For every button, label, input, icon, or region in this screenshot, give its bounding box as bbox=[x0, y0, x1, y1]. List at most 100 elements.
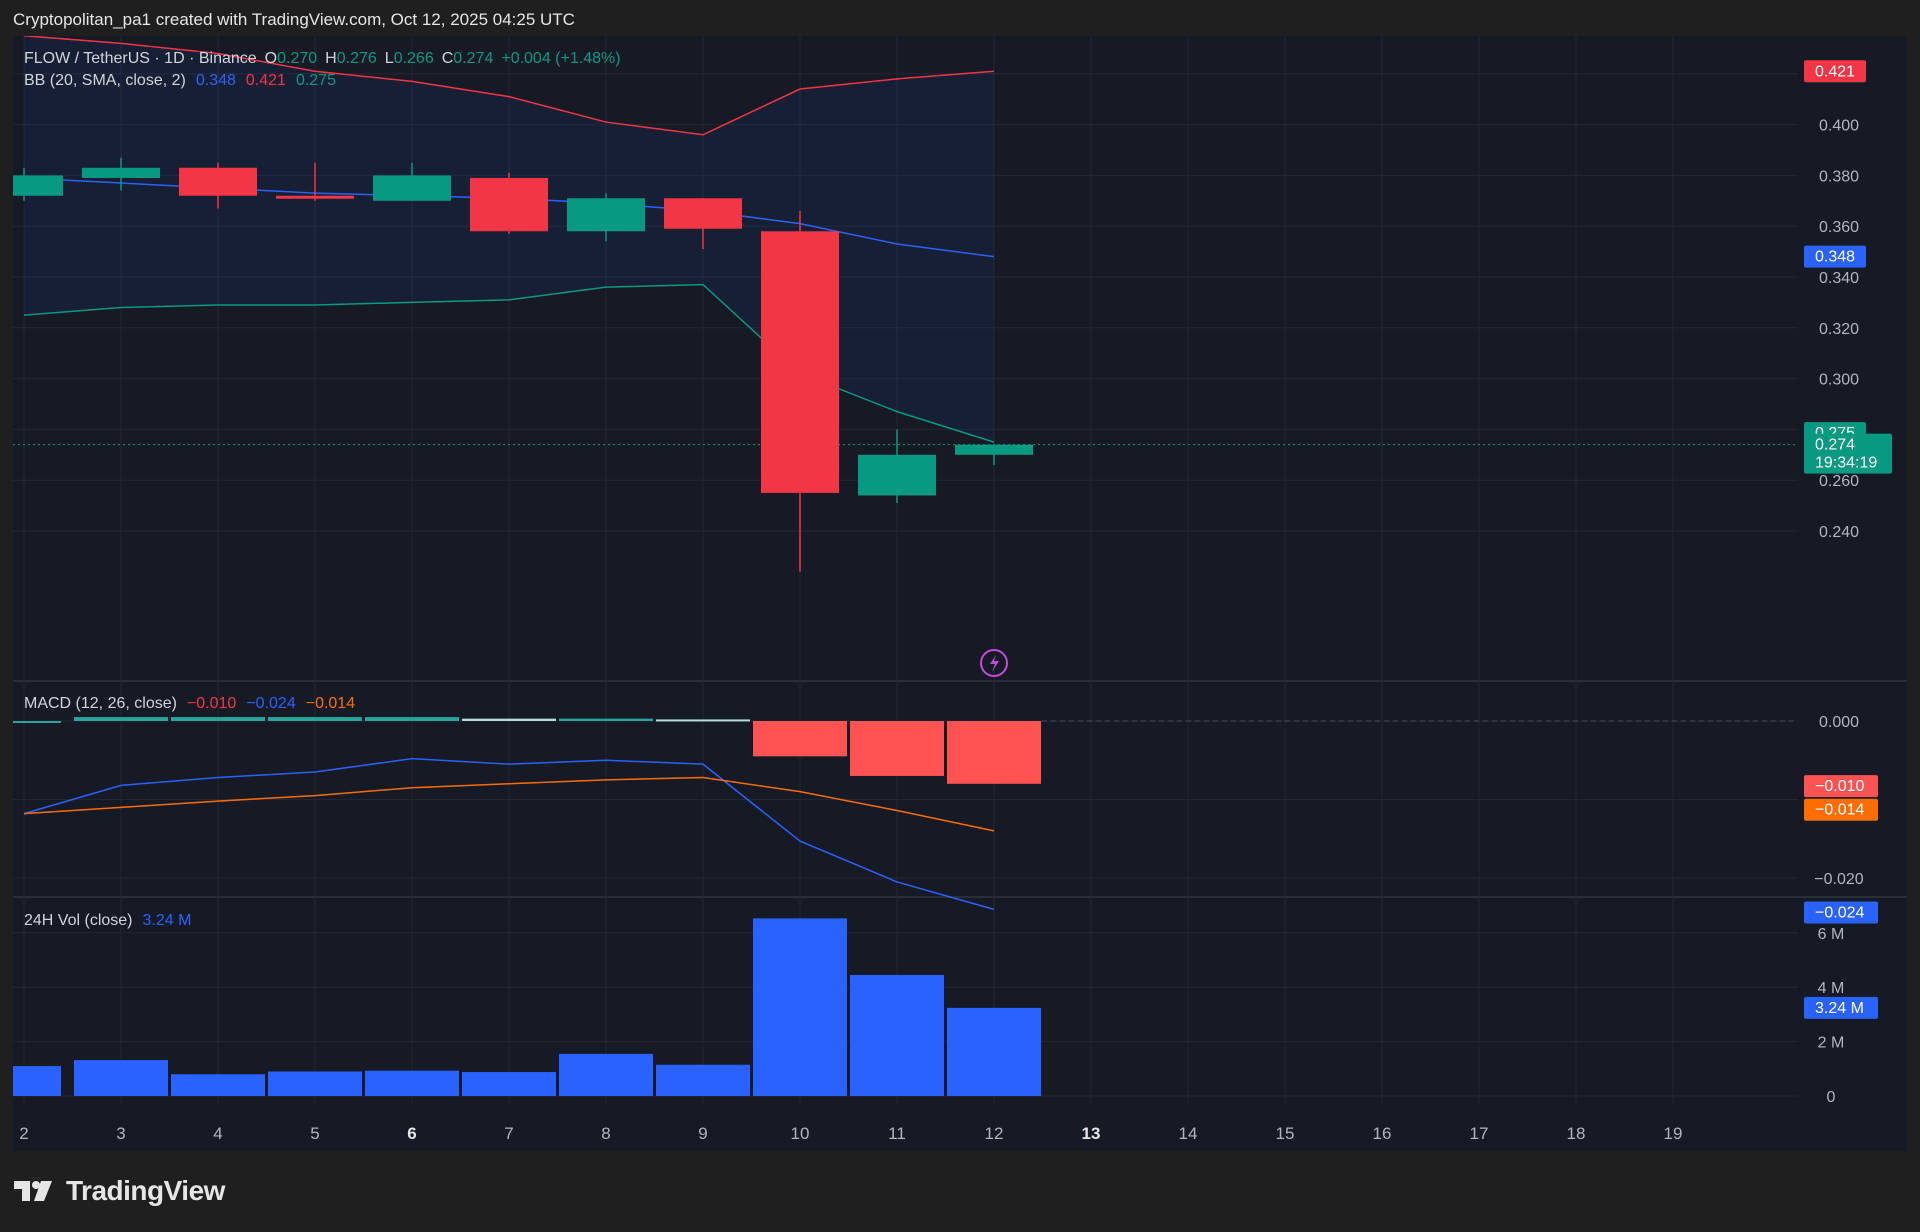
volume-bar[interactable] bbox=[74, 1060, 168, 1096]
macd-histogram-bar[interactable] bbox=[171, 717, 265, 721]
x-tick-label: 5 bbox=[310, 1124, 319, 1143]
macd-legend-signal: −0.014 bbox=[306, 695, 355, 712]
macd-histogram-bar[interactable] bbox=[74, 717, 168, 721]
volume-legend-value: 3.24 M bbox=[143, 912, 192, 929]
macd-signal-value-label bbox=[1804, 798, 1878, 821]
chart-area[interactable]: 0.400 0.380 0.360 0.340 0.320 0.300 0.260 0.240… bbox=[13, 36, 1907, 1151]
y-tick-label: 4 M bbox=[1818, 980, 1845, 997]
y-tick-label: 0.260 bbox=[1819, 473, 1859, 490]
macd-legend-hist: −0.010 bbox=[187, 695, 236, 712]
y-tick-label: 0.360 bbox=[1819, 219, 1859, 236]
legend-label: C bbox=[442, 50, 454, 67]
candle-body[interactable] bbox=[82, 167, 160, 178]
y-tick-label: 0.320 bbox=[1819, 321, 1859, 338]
legend-low: 0.266 bbox=[394, 50, 434, 67]
bb-upper-price-label-text: 0.421 bbox=[1815, 63, 1855, 80]
bb-legend-basis: 0.348 bbox=[196, 72, 236, 89]
bb-basis-price-label-text: 0.348 bbox=[1815, 249, 1855, 266]
volume-value-label-text: 3.24 M bbox=[1815, 1000, 1864, 1017]
macd-legend-label: MACD (12, 26, close) bbox=[24, 695, 177, 712]
candle-body[interactable] bbox=[567, 198, 645, 232]
macd-signal-value-label-text: −0.014 bbox=[1815, 802, 1864, 819]
y-tick-label: 6 M bbox=[1818, 926, 1845, 943]
macd-histogram-bar[interactable] bbox=[850, 721, 944, 776]
y-tick-label: 0.400 bbox=[1819, 118, 1859, 135]
y-tick-label: 0.300 bbox=[1819, 372, 1859, 389]
legend-close: 0.274 bbox=[453, 50, 493, 67]
candle-body[interactable] bbox=[470, 177, 548, 232]
volume-bar[interactable] bbox=[947, 1007, 1041, 1096]
x-tick-label: 6 bbox=[407, 1124, 416, 1143]
volume-bar[interactable] bbox=[365, 1070, 459, 1096]
macd-value-label bbox=[1804, 901, 1878, 924]
volume-bar[interactable] bbox=[171, 1074, 265, 1096]
volume-bar[interactable] bbox=[656, 1064, 750, 1096]
x-tick-label: 7 bbox=[504, 1124, 513, 1143]
x-tick-label: 16 bbox=[1373, 1124, 1392, 1143]
volume-bar[interactable] bbox=[13, 1066, 61, 1096]
x-tick-label: 4 bbox=[213, 1124, 222, 1143]
last-price-label bbox=[1804, 433, 1892, 474]
y-tick-label: −0.020 bbox=[1814, 871, 1863, 888]
tradingview-logo-icon bbox=[14, 1181, 52, 1201]
x-tick-label: 11 bbox=[888, 1124, 906, 1143]
macd-histogram-bar[interactable] bbox=[947, 721, 1041, 784]
x-tick-label: 13 bbox=[1082, 1124, 1101, 1143]
legend-label: H bbox=[325, 50, 337, 67]
event-marker-icon[interactable] bbox=[980, 649, 1008, 677]
legend-label: L bbox=[385, 50, 394, 67]
candle-body[interactable] bbox=[13, 175, 63, 196]
x-tick-label: 9 bbox=[698, 1124, 707, 1143]
macd-line bbox=[23, 757, 995, 911]
candle-body[interactable] bbox=[373, 175, 451, 201]
candle-body[interactable] bbox=[179, 167, 257, 196]
macd-legend: MACD (12, 26, close) −0.010 −0.024 −0.014 bbox=[24, 695, 355, 712]
last-price-label-text: 19:34:19 bbox=[1815, 455, 1877, 472]
legend-change: +0.004 (+1.48%) bbox=[501, 50, 620, 67]
y-tick-label: 0.340 bbox=[1819, 270, 1859, 287]
candle-body[interactable] bbox=[664, 198, 742, 229]
candle-body[interactable] bbox=[761, 231, 839, 493]
bollinger-band-fill bbox=[24, 36, 994, 443]
legend-high: 0.276 bbox=[337, 50, 377, 67]
legend-open: 0.270 bbox=[277, 50, 317, 67]
volume-bar[interactable] bbox=[268, 1071, 362, 1096]
macd-histogram-bar[interactable] bbox=[656, 719, 750, 722]
volume-bar[interactable] bbox=[559, 1053, 653, 1096]
y-tick-label: 0.240 bbox=[1819, 524, 1859, 541]
volume-legend: 24H Vol (close) 3.24 M bbox=[24, 912, 191, 929]
lightning-icon bbox=[990, 655, 999, 672]
macd-hist-value-label-text: −0.010 bbox=[1815, 778, 1864, 795]
macd-histogram-bar[interactable] bbox=[365, 717, 459, 721]
price-legend: FLOW / TetherUS · 1D · Binance O0.270 H0.2… bbox=[24, 50, 621, 67]
volume-bar[interactable] bbox=[753, 918, 847, 1096]
footer-logo[interactable]: TradingView bbox=[14, 1175, 225, 1207]
y-tick-label: 2 M bbox=[1818, 1035, 1845, 1052]
y-tick-label: 0.000 bbox=[1819, 714, 1859, 731]
bb-legend-label: BB (20, SMA, close, 2) bbox=[24, 72, 186, 89]
macd-histogram-bar[interactable] bbox=[462, 718, 556, 721]
volume-bar[interactable] bbox=[462, 1072, 556, 1096]
x-tick-label: 10 bbox=[791, 1124, 810, 1143]
chart-svg[interactable]: 0.400 0.380 0.360 0.340 0.320 0.300 0.260 0.240… bbox=[13, 36, 1907, 1151]
macd-legend-macd: −0.024 bbox=[246, 695, 295, 712]
macd-histogram-bar[interactable] bbox=[753, 721, 847, 757]
macd-histogram-bar[interactable] bbox=[559, 718, 653, 721]
x-tick-label: 14 bbox=[1179, 1124, 1198, 1143]
candle-body[interactable] bbox=[955, 444, 1033, 455]
x-tick-label: 18 bbox=[1567, 1124, 1586, 1143]
bb-basis-price-label bbox=[1804, 245, 1866, 268]
macd-value-label-text: −0.024 bbox=[1815, 905, 1864, 922]
legend-label: O bbox=[265, 50, 277, 67]
bb-legend: BB (20, SMA, close, 2) 0.348 0.421 0.275 bbox=[24, 72, 336, 89]
candle-body[interactable] bbox=[858, 454, 936, 496]
volume-bar[interactable] bbox=[850, 974, 944, 1096]
macd-histogram-bar[interactable] bbox=[268, 717, 362, 721]
bb-legend-lower: 0.275 bbox=[296, 72, 336, 89]
macd-histogram-bar[interactable] bbox=[13, 721, 61, 723]
footer-brand: TradingView bbox=[66, 1175, 225, 1206]
bb-upper-line bbox=[23, 36, 995, 136]
volume-value-label bbox=[1804, 996, 1878, 1019]
y-tick-label: 0.380 bbox=[1819, 168, 1859, 185]
candle-body[interactable] bbox=[276, 195, 354, 199]
